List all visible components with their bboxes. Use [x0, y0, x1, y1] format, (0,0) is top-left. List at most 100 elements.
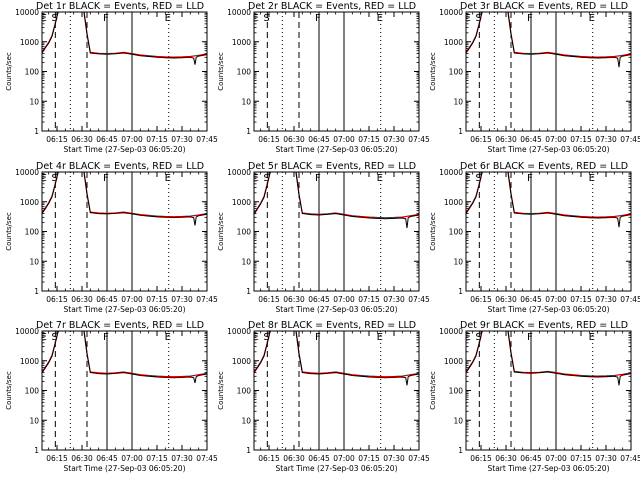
- series-line-events: [42, 172, 207, 226]
- y-tick-label: 1000: [20, 198, 39, 207]
- x-tick-label: 06:15: [258, 454, 280, 463]
- y-tick-label: 100: [449, 228, 464, 237]
- y-tick-label: 10: [241, 416, 251, 425]
- y-tick-label: 1000: [20, 357, 39, 366]
- x-tick-label: 06:15: [46, 135, 68, 144]
- y-tick-label: 1: [458, 127, 463, 136]
- y-tick-label: 10: [453, 257, 463, 266]
- x-tick-label: 07:15: [570, 295, 592, 304]
- y-tick-label: 100: [449, 68, 464, 77]
- marker-label: E: [377, 13, 383, 24]
- series-line-events: [42, 331, 207, 384]
- x-tick-label: 06:45: [96, 295, 118, 304]
- y-tick-label: 10: [29, 257, 39, 266]
- marker-label: F: [527, 332, 533, 343]
- marker-label: E: [465, 173, 471, 184]
- marker-label: S: [475, 13, 481, 24]
- y-tick-label: 1000: [20, 38, 39, 47]
- x-axis-label: Start Time (27-Sep-03 06:05:20): [488, 145, 610, 154]
- series-line-events: [42, 12, 207, 65]
- x-tick-label: 07:30: [171, 295, 193, 304]
- y-tick-label: 100: [237, 387, 252, 396]
- plot-frame: [465, 330, 632, 451]
- x-tick-label: 07:00: [333, 454, 355, 463]
- x-tick-label: 07:45: [620, 135, 640, 144]
- chart-panel-3r: Det 3r BLACK = Events, RED = LLD Counts/s…: [429, 1, 640, 154]
- series-line-events: [466, 331, 631, 386]
- y-tick-label: 10000: [439, 8, 463, 17]
- plot-frame: [253, 330, 420, 451]
- y-tick-label: 1000: [444, 38, 463, 47]
- y-tick-label: 10000: [15, 168, 39, 177]
- y-tick-label: 10000: [15, 8, 39, 17]
- y-tick-label: 10: [453, 97, 463, 106]
- x-axis-label: Start Time (27-Sep-03 06:05:20): [64, 305, 186, 314]
- chart-title: Det 9r BLACK = Events, RED = LLD: [460, 320, 628, 331]
- marker-label: E: [253, 13, 259, 24]
- marker-label: S: [475, 332, 481, 343]
- x-tick-label: 06:45: [308, 135, 330, 144]
- x-tick-label: 07:00: [545, 135, 567, 144]
- marker-label: E: [589, 332, 595, 343]
- marker-label: E: [253, 173, 259, 184]
- plot-frame: [465, 11, 632, 132]
- y-tick-label: 1: [34, 127, 39, 136]
- x-tick-label: 07:15: [570, 454, 592, 463]
- chart-panel-6r: Det 6r BLACK = Events, RED = LLD Counts/s…: [429, 161, 640, 314]
- x-tick-label: 06:30: [283, 135, 305, 144]
- x-tick-label: 07:30: [171, 454, 193, 463]
- x-tick-label: 07:00: [333, 135, 355, 144]
- y-tick-label: 10000: [15, 327, 39, 336]
- y-tick-label: 100: [237, 68, 252, 77]
- marker-label: E: [377, 173, 383, 184]
- marker-label: E: [589, 13, 595, 24]
- x-tick-label: 07:00: [545, 295, 567, 304]
- marker-label: F: [315, 173, 321, 184]
- marker-label: S: [51, 332, 57, 343]
- marker-label: S: [475, 173, 481, 184]
- x-tick-label: 07:00: [545, 454, 567, 463]
- x-tick-label: 07:45: [196, 135, 218, 144]
- series-line-events: [254, 172, 419, 229]
- x-tick-label: 07:30: [383, 295, 405, 304]
- marker-label: S: [263, 332, 269, 343]
- y-axis-label: Counts/sec: [217, 212, 225, 251]
- x-axis-label: Start Time (27-Sep-03 06:05:20): [276, 464, 398, 473]
- x-tick-label: 07:30: [595, 295, 617, 304]
- chart-title: Det 4r BLACK = Events, RED = LLD: [36, 161, 204, 172]
- x-tick-label: 07:45: [408, 295, 430, 304]
- x-tick-label: 07:15: [358, 454, 380, 463]
- x-tick-label: 07:15: [358, 135, 380, 144]
- chart-title: Det 2r BLACK = Events, RED = LLD: [248, 1, 416, 12]
- y-tick-label: 100: [25, 68, 40, 77]
- chart-panel-7r: Det 7r BLACK = Events, RED = LLD Counts/s…: [5, 320, 218, 473]
- x-tick-label: 07:00: [121, 454, 143, 463]
- marker-label: E: [41, 13, 47, 24]
- y-axis-label: Counts/sec: [429, 371, 437, 410]
- x-tick-label: 07:45: [196, 295, 218, 304]
- x-tick-label: 06:45: [520, 295, 542, 304]
- chart-title: Det 7r BLACK = Events, RED = LLD: [36, 320, 204, 331]
- x-tick-label: 06:45: [520, 454, 542, 463]
- y-tick-label: 10: [241, 257, 251, 266]
- x-tick-label: 06:30: [71, 135, 93, 144]
- chart-title: Det 8r BLACK = Events, RED = LLD: [248, 320, 416, 331]
- marker-label: E: [165, 332, 171, 343]
- chart-title: Det 6r BLACK = Events, RED = LLD: [460, 161, 628, 172]
- series-line-events: [466, 12, 631, 68]
- marker-label: F: [527, 173, 533, 184]
- x-tick-label: 07:45: [196, 454, 218, 463]
- x-tick-label: 06:15: [470, 295, 492, 304]
- marker-label: E: [41, 332, 47, 343]
- x-axis-label: Start Time (27-Sep-03 06:05:20): [488, 464, 610, 473]
- chart-panel-8r: Det 8r BLACK = Events, RED = LLD Counts/s…: [217, 320, 430, 473]
- x-tick-label: 07:45: [620, 454, 640, 463]
- marker-label: E: [465, 332, 471, 343]
- x-tick-label: 06:45: [96, 135, 118, 144]
- x-tick-label: 07:45: [408, 454, 430, 463]
- y-axis-label: Counts/sec: [217, 52, 225, 91]
- x-tick-label: 06:45: [520, 135, 542, 144]
- y-tick-label: 10: [29, 416, 39, 425]
- y-tick-label: 10: [241, 97, 251, 106]
